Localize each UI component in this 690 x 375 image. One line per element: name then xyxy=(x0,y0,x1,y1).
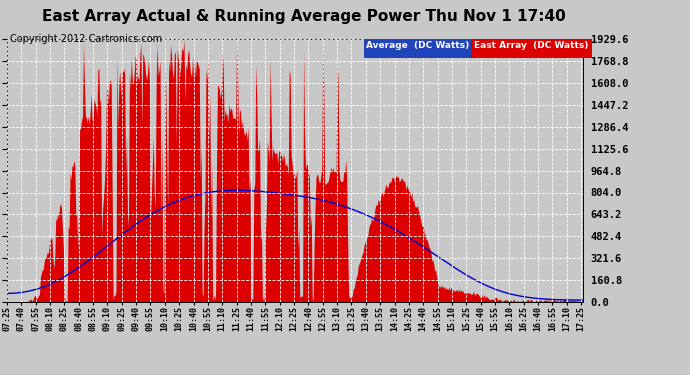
Text: Average  (DC Watts): Average (DC Watts) xyxy=(366,40,469,50)
Text: Copyright 2012 Cartronics.com: Copyright 2012 Cartronics.com xyxy=(10,34,162,44)
Text: East Array Actual & Running Average Power Thu Nov 1 17:40: East Array Actual & Running Average Powe… xyxy=(41,9,566,24)
Text: East Array  (DC Watts): East Array (DC Watts) xyxy=(474,40,589,50)
